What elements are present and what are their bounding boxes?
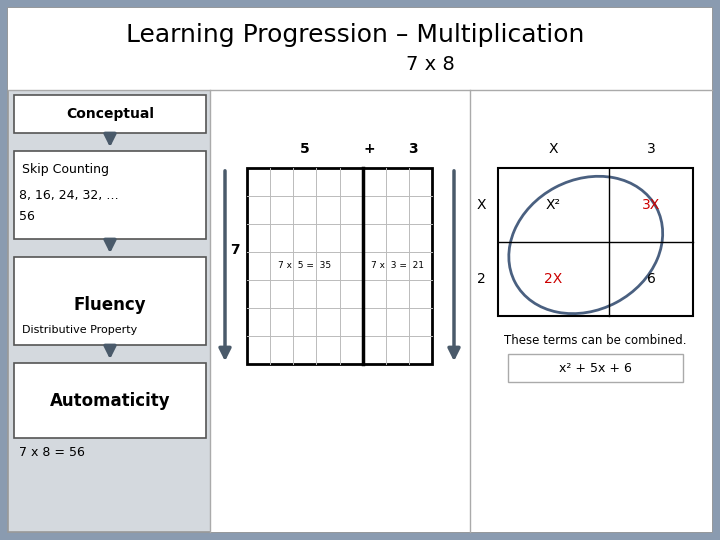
Text: 5: 5 xyxy=(300,142,310,156)
Bar xyxy=(498,168,693,316)
Text: X: X xyxy=(549,142,558,156)
Bar xyxy=(14,95,206,133)
Text: Distributive Property: Distributive Property xyxy=(22,325,138,335)
Bar xyxy=(210,90,470,532)
Text: 7 x 8 = 56: 7 x 8 = 56 xyxy=(19,446,85,458)
Text: Conceptual: Conceptual xyxy=(66,107,154,121)
Text: x² + 5x + 6: x² + 5x + 6 xyxy=(559,361,632,375)
Text: Automaticity: Automaticity xyxy=(50,392,171,409)
Text: 2: 2 xyxy=(477,272,486,286)
Text: +: + xyxy=(364,142,375,156)
Bar xyxy=(14,257,206,345)
Text: Skip Counting: Skip Counting xyxy=(22,163,109,176)
Bar xyxy=(14,363,206,438)
Text: X: X xyxy=(477,198,486,212)
Text: X²: X² xyxy=(546,198,561,212)
Text: Fluency: Fluency xyxy=(73,296,146,314)
Text: 3: 3 xyxy=(647,142,655,156)
Text: 8, 16, 24, 32, …: 8, 16, 24, 32, … xyxy=(19,190,119,202)
Text: 3: 3 xyxy=(408,142,418,156)
Text: 7 x 8: 7 x 8 xyxy=(405,56,454,75)
Bar xyxy=(14,151,206,239)
Text: 56: 56 xyxy=(19,210,35,222)
Text: 2X: 2X xyxy=(544,272,563,286)
Bar xyxy=(247,168,432,364)
Bar xyxy=(508,354,683,382)
Bar xyxy=(470,90,712,532)
Text: 7: 7 xyxy=(230,244,240,258)
Bar xyxy=(8,8,712,90)
Text: 3X: 3X xyxy=(642,198,660,212)
Text: These terms can be combined.: These terms can be combined. xyxy=(504,334,687,347)
Text: 7 x  5 =  35: 7 x 5 = 35 xyxy=(278,261,331,271)
Text: 7 x  3 =  21: 7 x 3 = 21 xyxy=(371,261,424,271)
Text: Learning Progression – Multiplication: Learning Progression – Multiplication xyxy=(126,23,584,47)
Text: 6: 6 xyxy=(647,272,655,286)
